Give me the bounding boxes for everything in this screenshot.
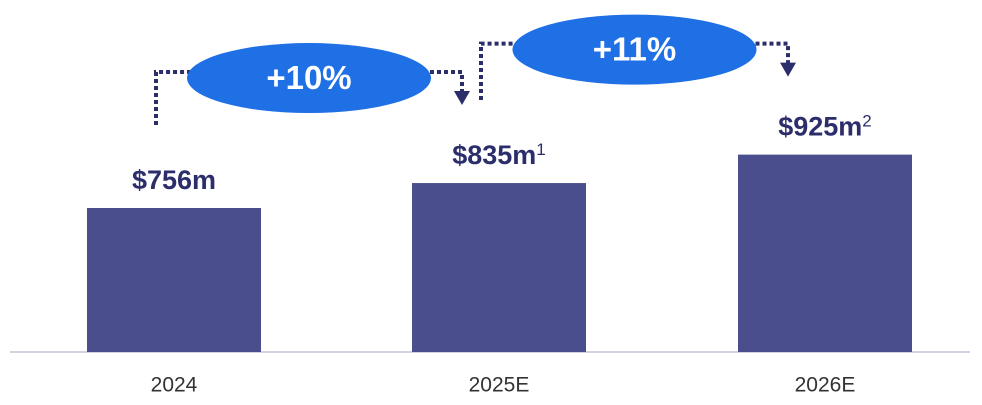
bar (87, 208, 261, 352)
growth-label: +11% (593, 30, 677, 67)
x-tick-label: 2026E (795, 374, 856, 397)
x-tick-label: 2025E (469, 374, 530, 397)
value-text: $835m (452, 140, 536, 170)
value-label: $756m (132, 165, 216, 195)
value-text: $925m (778, 112, 862, 142)
x-tick-label: 2024 (151, 374, 198, 397)
value-text: $756m (132, 165, 216, 195)
footnote-marker: 1 (536, 141, 545, 160)
bar (738, 154, 912, 352)
value-label: $925m2 (778, 112, 872, 142)
connector (154, 70, 209, 125)
growth-label: +10% (266, 59, 351, 96)
footnote-marker: 2 (862, 112, 871, 131)
arrow-head (780, 62, 796, 77)
value-label: $835m1 (452, 140, 546, 170)
bar (412, 183, 586, 352)
growth-badge (512, 14, 757, 85)
growth-badge (187, 43, 431, 114)
arrow-head (454, 91, 470, 106)
